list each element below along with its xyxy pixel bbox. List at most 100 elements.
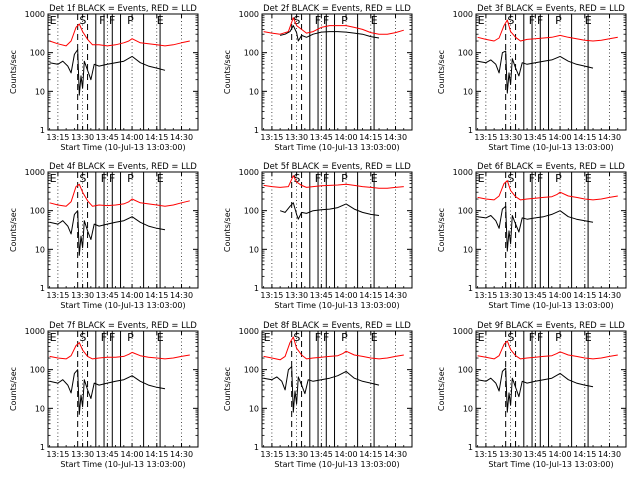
- x-tick-label: 14:00: [549, 450, 572, 459]
- region-label: P: [341, 172, 348, 185]
- region-label: E: [371, 331, 378, 344]
- region-label: F: [529, 14, 535, 27]
- plot-frame: [261, 171, 413, 289]
- x-tick-label: 14:30: [598, 450, 621, 459]
- region-label: F: [537, 331, 543, 344]
- lld-line: [263, 17, 404, 35]
- x-axis-label: Start Time (10-Jul-13 13:03:00): [274, 143, 399, 152]
- x-tick-label: 14:00: [335, 450, 358, 459]
- region-label: E: [157, 14, 164, 27]
- x-tick-label: 14:30: [384, 133, 407, 142]
- y-tick-label: 1000: [453, 10, 473, 19]
- region-label: P: [341, 331, 348, 344]
- x-tick-label: 14:30: [170, 291, 193, 300]
- x-tick-label: 14:00: [549, 133, 572, 142]
- plot-frame: [47, 171, 199, 289]
- region-label: P: [555, 331, 562, 344]
- y-tick-label: 1000: [239, 168, 259, 177]
- region-label: F: [537, 172, 543, 185]
- y-tick-label: 100: [244, 49, 259, 58]
- region-label: F: [323, 14, 329, 27]
- y-tick-label: 100: [30, 366, 45, 375]
- lld-line: [263, 175, 404, 189]
- region-label: S: [79, 14, 86, 27]
- x-tick-label: 14:15: [573, 450, 596, 459]
- y-tick-label: 1000: [25, 327, 45, 336]
- region-label: E: [478, 172, 485, 185]
- plot-frame: [47, 330, 199, 448]
- region-label: S: [507, 331, 514, 344]
- x-tick-label: 13:45: [310, 133, 333, 142]
- region-label: E: [371, 14, 378, 27]
- y-tick-label: 100: [30, 207, 45, 216]
- x-tick-label: 14:00: [121, 133, 144, 142]
- y-axis-label: Counts/sec: [223, 367, 232, 411]
- region-label: P: [555, 14, 562, 27]
- y-tick-label: 1000: [453, 327, 473, 336]
- y-tick-label: 10: [463, 404, 473, 413]
- region-label: S: [507, 172, 514, 185]
- x-tick-label: 14:15: [145, 450, 168, 459]
- y-tick-label: 1: [254, 443, 259, 452]
- events-line: [477, 367, 594, 413]
- y-tick-label: 1000: [239, 327, 259, 336]
- y-tick-label: 10: [35, 245, 45, 254]
- lld-line: [477, 180, 618, 201]
- events-line: [477, 50, 594, 94]
- y-tick-label: 1: [40, 284, 45, 293]
- y-tick-label: 100: [458, 49, 473, 58]
- region-label: P: [127, 14, 134, 27]
- region-label: F: [315, 14, 321, 27]
- region-label: F: [315, 331, 321, 344]
- region-label: F: [529, 172, 535, 185]
- x-tick-label: 13:15: [260, 450, 283, 459]
- events-line: [279, 25, 380, 42]
- x-tick-label: 13:45: [524, 133, 547, 142]
- plot-frame: [47, 13, 199, 131]
- lld-line: [49, 342, 190, 360]
- x-tick-label: 13:15: [260, 133, 283, 142]
- region-label: F: [99, 14, 105, 27]
- region-label: F: [109, 14, 115, 27]
- x-axis-label: Start Time (10-Jul-13 13:03:00): [60, 460, 185, 469]
- events-line: [49, 369, 166, 415]
- y-axis-label: Counts/sec: [437, 367, 446, 411]
- chart-title: Det 1f BLACK = Events, RED = LLD: [49, 3, 197, 13]
- region-label: E: [50, 331, 57, 344]
- region-label: E: [157, 331, 164, 344]
- x-axis-label: Start Time (10-Jul-13 13:03:00): [488, 143, 613, 152]
- y-tick-label: 10: [35, 87, 45, 96]
- region-label: E: [585, 172, 592, 185]
- events-line: [49, 210, 166, 256]
- x-tick-label: 14:30: [384, 450, 407, 459]
- y-tick-label: 1000: [25, 168, 45, 177]
- y-axis-label: Counts/sec: [9, 208, 18, 252]
- x-tick-label: 14:00: [335, 133, 358, 142]
- x-tick-label: 14:00: [549, 291, 572, 300]
- x-axis-label: Start Time (10-Jul-13 13:03:00): [274, 301, 399, 310]
- y-tick-label: 1000: [453, 168, 473, 177]
- plot-frame: [475, 171, 627, 289]
- region-label: E: [585, 14, 592, 27]
- x-tick-label: 14:30: [598, 291, 621, 300]
- events-line: [279, 202, 380, 220]
- y-axis-label: Counts/sec: [9, 50, 18, 94]
- y-tick-label: 1: [254, 126, 259, 135]
- events-line: [263, 366, 380, 413]
- y-tick-label: 10: [249, 404, 259, 413]
- chart-title: Det 6f BLACK = Events, RED = LLD: [477, 161, 625, 171]
- x-tick-label: 14:15: [573, 291, 596, 300]
- x-tick-label: 14:30: [170, 133, 193, 142]
- y-tick-label: 100: [244, 207, 259, 216]
- x-axis-label: Start Time (10-Jul-13 13:03:00): [60, 301, 185, 310]
- chart-title: Det 9f BLACK = Events, RED = LLD: [477, 320, 625, 330]
- x-tick-label: 13:30: [499, 291, 522, 300]
- x-tick-label: 14:15: [573, 133, 596, 142]
- x-tick-label: 14:00: [121, 291, 144, 300]
